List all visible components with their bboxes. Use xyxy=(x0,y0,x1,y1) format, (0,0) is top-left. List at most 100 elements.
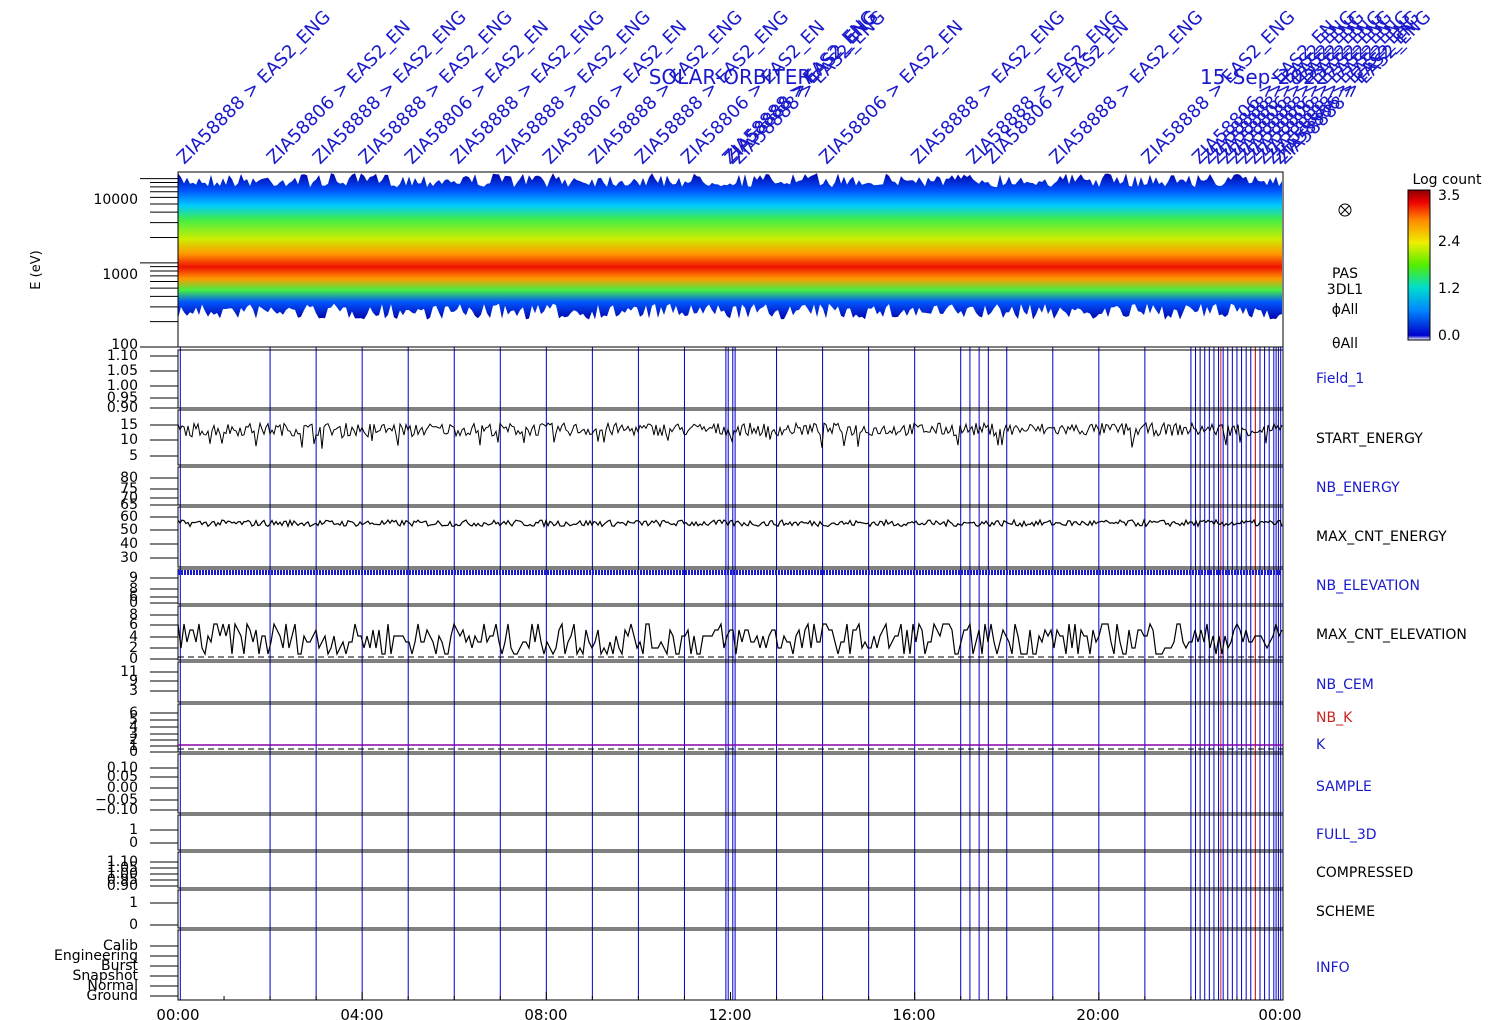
label-nb-energy: NB_ENERGY xyxy=(1316,480,1400,496)
panel-tick-nb_k: 2 xyxy=(129,732,138,748)
colorbar-tick-2.4: 2.4 xyxy=(1438,234,1460,250)
panel-tick-info: Snapshot xyxy=(73,968,139,984)
label-nb-elevation: NB_ELEVATION xyxy=(1316,578,1420,594)
panel-tick-nb_k: 4 xyxy=(129,719,138,735)
panel-tick-nb_elevation: 9 xyxy=(129,570,138,586)
spectrogram-side-phi: ϕAll xyxy=(1332,302,1359,318)
x-axis: 00:00 04:00 08:00 12:00 16:00 20:00 00:0… xyxy=(156,992,1302,1020)
panel-tick-max_cnt_energy: 60 xyxy=(120,509,138,525)
x-tick-0: 00:00 xyxy=(156,1006,199,1020)
colorbar-scale xyxy=(1407,189,1431,341)
panel-frame-info xyxy=(177,929,1284,1001)
panel-tick-max_cnt_elevation: 2 xyxy=(129,640,138,656)
x-tick-2: 08:00 xyxy=(524,1006,567,1020)
panel-tick-nb_cem: 3 xyxy=(129,683,138,699)
label-sample: SAMPLE xyxy=(1316,779,1372,795)
panel-tick-nb_elevation: 0 xyxy=(129,595,138,611)
panel-frame-start_energy xyxy=(177,409,1284,466)
panel-tick-sample: 0.10 xyxy=(107,760,138,776)
spectrogram-panel: E (eV) 10000 1000 100 PAS 3DL1 ϕAll θAll xyxy=(29,171,1363,353)
panel-frame-full_3d xyxy=(177,814,1284,851)
into-page-icon-cross xyxy=(1340,205,1350,215)
panels-layer: 1.101.051.000.950.9015105807570656050403… xyxy=(54,348,1284,1004)
label-scheme: SCHEME xyxy=(1316,904,1375,920)
panel-tick-max_cnt_energy: 30 xyxy=(120,550,138,566)
label-start-energy: START_ENERGY xyxy=(1316,431,1423,447)
panel-frame-max_cnt_energy xyxy=(177,506,1284,568)
label-compressed: COMPRESSED xyxy=(1316,865,1413,881)
panel-tick-compressed: 0.95 xyxy=(107,872,138,888)
panel-tick-start_energy: 5 xyxy=(129,448,138,464)
colorbar-tick-3.5: 3.5 xyxy=(1438,188,1460,204)
colorbar-tick-0.0: 0.0 xyxy=(1438,328,1460,344)
x-tick-3: 12:00 xyxy=(708,1006,751,1020)
panel-frame-sample xyxy=(177,753,1284,814)
panel-tick-nb_k: 0 xyxy=(129,744,138,760)
panel-frame-nb_elevation xyxy=(177,568,1284,605)
label-info: INFO xyxy=(1316,960,1350,976)
spectrogram-tick-1000: 1000 xyxy=(102,267,138,283)
panel-tick-info: Calib xyxy=(103,938,138,954)
start-energy-trace xyxy=(177,421,1283,449)
panel-tick-compressed: 1.05 xyxy=(107,860,138,876)
panel-tick-info: Ground xyxy=(87,988,139,1004)
panel-tick-scheme: 0 xyxy=(129,917,138,933)
event-label: ZIA58888 > EAS2_ENG xyxy=(173,7,335,169)
panel-tick-compressed: 1.00 xyxy=(107,866,138,882)
panel-frame-compressed xyxy=(177,851,1284,889)
label-max-cnt-elevation: MAX_CNT_ELEVATION xyxy=(1316,627,1467,643)
panel-tick-nb_elevation: 8 xyxy=(129,581,138,597)
panel-tick-compressed: 0.90 xyxy=(107,878,138,894)
spectrogram-tick-100: 100 xyxy=(111,337,138,353)
max-cnt-elevation-trace xyxy=(177,621,1283,657)
panel-tick-nb_k: 5 xyxy=(129,712,138,728)
panel-frame-nb_cem xyxy=(177,661,1284,703)
spectrogram-ticks xyxy=(140,178,178,348)
spectrogram-tick-10000: 10000 xyxy=(93,192,138,208)
panel-tick-field1: 0.95 xyxy=(107,390,138,406)
spectrogram-band xyxy=(178,173,1282,320)
panel-tick-full_3d: 1 xyxy=(129,822,138,838)
panel-frame-scheme xyxy=(177,889,1284,929)
colorbar: Log count 3.5 2.4 1.2 0.0 xyxy=(1407,172,1482,344)
panel-tick-field1: 1.00 xyxy=(107,378,138,394)
panel-tick-info: Engineering xyxy=(54,948,138,964)
panel-tick-sample: 0.05 xyxy=(107,769,138,785)
spectrogram-side-3dl1: 3DL1 xyxy=(1327,282,1363,298)
x-tick-6: 00:00 xyxy=(1258,1006,1301,1020)
colorbar-title: Log count xyxy=(1413,172,1482,188)
plot-date: 15-Sep-2022 xyxy=(1200,65,1328,89)
panel-tick-max_cnt_elevation: 6 xyxy=(129,617,138,633)
panel-tick-max_cnt_elevation: 8 xyxy=(129,607,138,623)
panel-tick-start_energy: 15 xyxy=(120,417,138,433)
panel-tick-max_cnt_energy: 50 xyxy=(120,522,138,538)
plot-title: SOLAR-ORBITER xyxy=(649,65,812,89)
spectrogram-side-pas: PAS xyxy=(1332,266,1358,282)
label-nb-cem: NB_CEM xyxy=(1316,677,1374,693)
panel-tick-start_energy: 10 xyxy=(120,432,138,448)
panel-tick-full_3d: 0 xyxy=(129,835,138,851)
panel-tick-nb_k: 6 xyxy=(129,705,138,721)
panel-tick-info: Normal xyxy=(87,978,138,994)
panel-tick-nb_cem: 9 xyxy=(129,673,138,689)
panel-tick-nb_energy: 80 xyxy=(120,470,138,486)
x-tick-5: 20:00 xyxy=(1076,1006,1119,1020)
panel-tick-nb_cem: 11 xyxy=(120,664,138,680)
panel-tick-sample: −0.05 xyxy=(95,792,138,808)
colorbar-tick-1.2: 1.2 xyxy=(1438,281,1460,297)
panel-tick-max_cnt_energy: 40 xyxy=(120,536,138,552)
panel-tick-nb_k: 1 xyxy=(129,738,138,754)
panel-tick-max_cnt_elevation: 0 xyxy=(129,651,138,667)
x-tick-4: 16:00 xyxy=(892,1006,935,1020)
into-page-icon xyxy=(1338,203,1352,217)
panel-tick-sample: −0.10 xyxy=(95,802,138,818)
max-cnt-energy-trace xyxy=(177,518,1283,529)
label-full-3d: FULL_3D xyxy=(1316,827,1377,843)
panel-tick-field1: 1.10 xyxy=(107,348,138,364)
panel-frame-nb_k xyxy=(177,703,1284,753)
panel-tick-nb_elevation: 6 xyxy=(129,589,138,605)
panel-frame-nb_energy xyxy=(177,466,1284,506)
label-k: K xyxy=(1316,737,1326,753)
panel-tick-nb_energy: 70 xyxy=(120,490,138,506)
